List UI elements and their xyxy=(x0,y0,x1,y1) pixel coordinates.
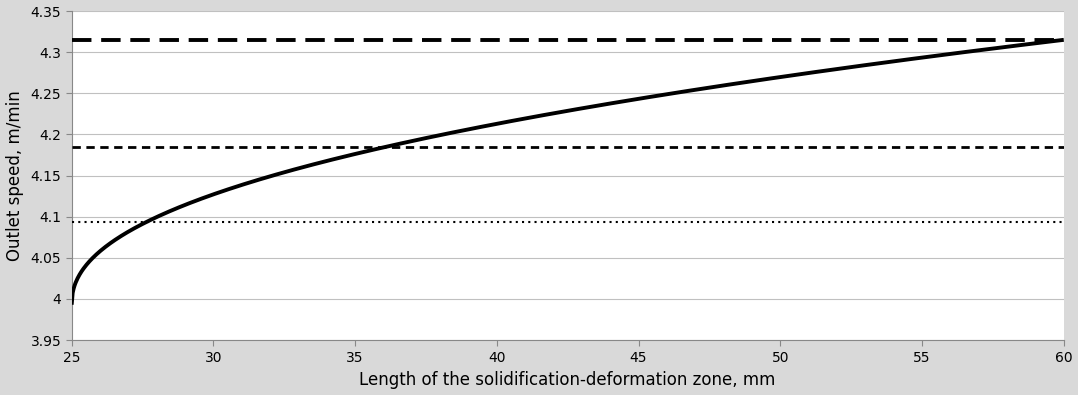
Y-axis label: Outlet speed, m/min: Outlet speed, m/min xyxy=(5,90,24,261)
X-axis label: Length of the solidification-deformation zone, mm: Length of the solidification-deformation… xyxy=(359,371,776,389)
